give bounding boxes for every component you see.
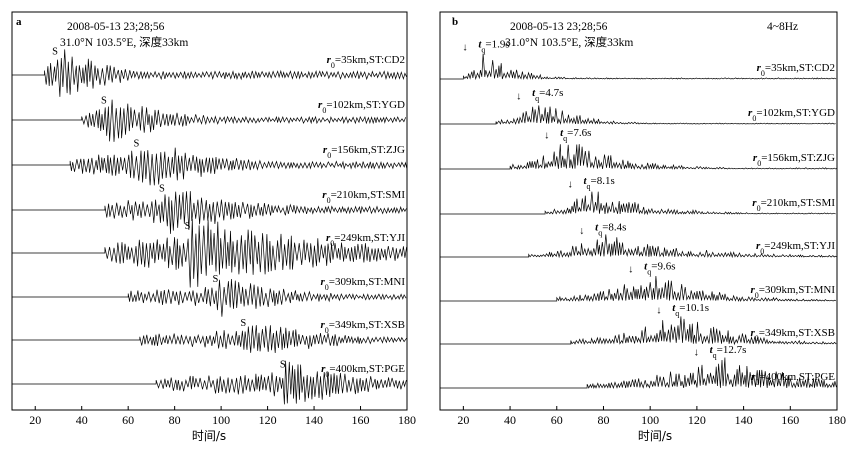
- x-tick-label: 40: [76, 413, 88, 427]
- panel-a-x-axis: 20 40 60 80 100 120 140 160 180: [29, 406, 416, 427]
- arrival-arrow: ↓: [544, 131, 549, 142]
- x-tick-label: 60: [551, 413, 563, 427]
- seismogram-trace: [12, 191, 407, 234]
- panel-a-letter: a: [16, 16, 22, 28]
- tq-label: tq=8.1s: [583, 175, 614, 191]
- x-tick-label: 100: [212, 413, 230, 427]
- trace-label: r0=400km,ST:PGE: [321, 363, 405, 379]
- trace-label: r0=400km,ST:PGE: [751, 371, 835, 387]
- s-wave-marker: S: [133, 139, 139, 150]
- seismogram-trace: [12, 49, 407, 97]
- trace-label: r0=156km,ST:ZJG: [753, 152, 835, 168]
- s-wave-marker: S: [52, 46, 58, 57]
- tq-label: tq=1.9s: [478, 39, 509, 55]
- panel-a-frame: [11, 11, 408, 411]
- panel-b: b 2008-05-13 23;28;56 31.0°N 103.5°E, 深度…: [439, 11, 846, 443]
- arrival-arrow: ↓: [516, 91, 521, 102]
- envelope-trace: [440, 234, 837, 259]
- panel-b-traces: ↓ tq=1.9s r0=35km,ST:CD2 ↓ tq=4.7s r0=102km,S…: [440, 39, 838, 390]
- x-tick-label: 160: [781, 413, 799, 427]
- envelope-trace: [440, 191, 836, 216]
- x-tick-label: 140: [735, 413, 753, 427]
- trace-label: r0=210km,ST:SMI: [752, 197, 835, 213]
- s-wave-marker: S: [101, 96, 107, 107]
- arrival-arrow: ↓: [694, 348, 699, 359]
- arrival-arrow: ↓: [628, 265, 633, 276]
- arrival-arrow: ↓: [579, 226, 584, 237]
- x-tick-label: 20: [457, 413, 469, 427]
- s-wave-marker: S: [212, 274, 218, 285]
- panel-b-x-axis: 20 40 60 80 100 120 140 160 180: [457, 406, 846, 427]
- panel-b-header-time: 2008-05-13 23;28;56: [510, 21, 608, 33]
- tq-label: tq=12.7s: [710, 344, 747, 360]
- arrival-arrow: ↓: [462, 43, 467, 54]
- envelope-trace: [440, 357, 837, 390]
- arrival-arrow: ↓: [656, 306, 661, 317]
- tq-label: tq=10.1s: [672, 302, 709, 318]
- x-tick-label: 100: [641, 413, 659, 427]
- arrival-arrow: ↓: [567, 179, 572, 190]
- tq-label: tq=7.6s: [560, 127, 591, 143]
- trace-label: r0=35km,ST:CD2: [327, 54, 405, 70]
- panel-a-header-location: 31.0°N 103.5°E, 深度33km: [60, 35, 188, 49]
- trace-label: r0=249km,ST:YJI: [756, 240, 835, 256]
- seismogram-trace: [12, 99, 407, 142]
- x-tick-label: 120: [688, 413, 706, 427]
- s-wave-marker: S: [280, 360, 286, 371]
- trace-label: r0=35km,ST:CD2: [757, 62, 835, 78]
- envelope-trace: [440, 105, 836, 125]
- trace-label: r0=210km,ST:SMI: [322, 189, 405, 205]
- trace-label: r0=349km,ST:XSB: [750, 327, 835, 343]
- seismogram-trace: [12, 278, 407, 317]
- trace-label: r0=309km,ST:MNI: [750, 284, 835, 300]
- panel-a-traces: Sr0=35km,ST:CD2 S r0=102km,ST:YGD S r0=156km…: [12, 46, 408, 405]
- trace-label: r0=249km,ST:YJI: [326, 232, 405, 248]
- x-tick-label: 180: [828, 413, 846, 427]
- x-tick-label: 160: [352, 413, 370, 427]
- x-tick-label: 80: [169, 413, 181, 427]
- x-tick-label: 20: [29, 413, 41, 427]
- s-wave-marker: S: [185, 221, 191, 232]
- panel-a-x-axis-title: 时间/s: [192, 429, 226, 443]
- trace-label: r0=309km,ST:MNI: [320, 276, 405, 292]
- seismogram-trace: [12, 325, 407, 354]
- x-tick-label: 60: [122, 413, 134, 427]
- envelope-trace: [440, 275, 837, 303]
- panel-b-frame: [439, 11, 838, 411]
- envelope-trace: [440, 144, 838, 171]
- trace-label: r0=102km,ST:YGD: [318, 99, 405, 115]
- panel-b-band-label: 4~8Hz: [767, 21, 798, 33]
- x-tick-label: 40: [504, 413, 516, 427]
- x-tick-label: 180: [398, 413, 416, 427]
- trace-label: r0=349km,ST:XSB: [320, 319, 405, 335]
- trace-label: r0=156km,ST:ZJG: [323, 144, 405, 160]
- panel-b-letter: b: [452, 16, 458, 28]
- panel-a-header-time: 2008-05-13 23;28;56: [67, 21, 165, 33]
- s-wave-marker: S: [159, 184, 165, 195]
- panel-b-x-axis-title: 时间/s: [638, 429, 672, 443]
- x-tick-label: 80: [597, 413, 609, 427]
- x-tick-label: 140: [305, 413, 323, 427]
- x-tick-label: 120: [259, 413, 277, 427]
- envelope-trace: [440, 53, 837, 81]
- seismogram-trace: [12, 218, 407, 288]
- trace-label: r0=102km,ST:YGD: [748, 107, 835, 123]
- s-wave-marker: S: [240, 318, 246, 329]
- seismogram-trace: [12, 147, 408, 186]
- envelope-trace: [440, 316, 837, 346]
- panel-a: a 2008-05-13 23;28;56 31.0°N 103.5°E, 深度…: [11, 11, 416, 443]
- panel-b-header-location: 31.0°N 103.5°E, 深度33km: [505, 35, 633, 49]
- tq-label: tq=4.7s: [532, 87, 563, 103]
- tq-label: tq=9.6s: [644, 261, 675, 277]
- seismogram-trace: [12, 360, 407, 405]
- tq-label: tq=8.4s: [595, 222, 626, 238]
